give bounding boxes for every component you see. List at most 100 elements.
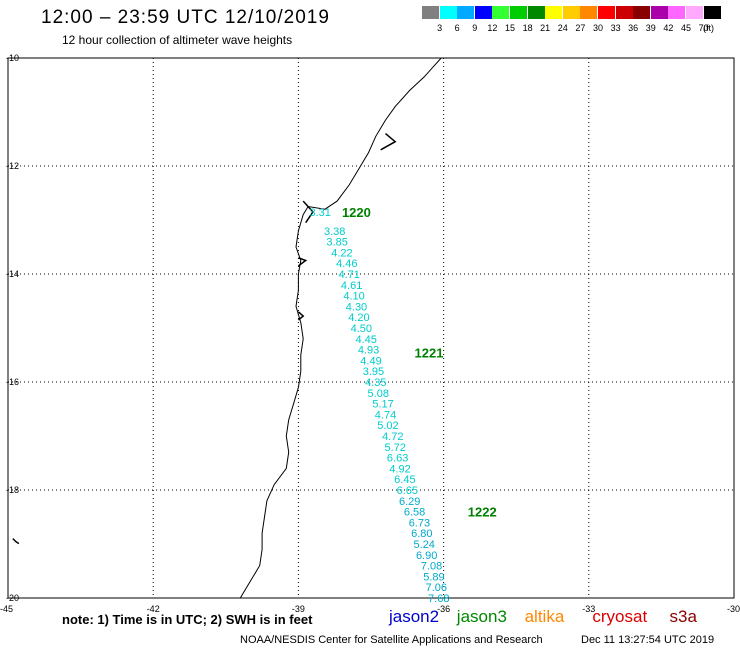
- swh-value: 3.31: [309, 207, 330, 219]
- lon-tick-label: -45: [0, 604, 13, 614]
- swh-value: 5.89: [423, 571, 444, 583]
- time-labels: 1220 1221 1222: [342, 205, 497, 520]
- time-label: 1221: [415, 345, 444, 360]
- swh-value: 5.17: [372, 399, 393, 411]
- lat-tick-label: -20: [6, 593, 19, 603]
- time-label: 1220: [342, 205, 371, 220]
- swh-value: 5.72: [384, 442, 405, 454]
- swh-value: 5.24: [414, 539, 435, 551]
- colorbar-swatch: [668, 6, 686, 19]
- colorbar-tick-label: 70: [698, 23, 709, 33]
- swh-value: 6.73: [409, 517, 430, 529]
- swh-value: 4.46: [336, 258, 357, 270]
- lon-tick-label: -33: [582, 604, 595, 614]
- colorbar-swatch: [615, 6, 633, 19]
- swh-value: 6.58: [404, 507, 425, 519]
- lat-tick-label: -10: [6, 53, 19, 63]
- legend-jason2: jason2: [389, 607, 440, 626]
- colorbar-swatch: [703, 6, 721, 19]
- colorbar-swatch: [598, 6, 615, 19]
- lat-tick-label: -16: [6, 377, 19, 387]
- colorbar-unit-label: (ft): [703, 23, 714, 33]
- coastline: [12, 57, 442, 599]
- swh-value: 4.30: [346, 301, 367, 313]
- colorbar-tick-label: 39: [645, 23, 656, 33]
- legend-cryosat: cryosat: [592, 607, 648, 626]
- map-frame: [7, 57, 735, 599]
- colorbar-tick-label: 33: [610, 23, 621, 33]
- swh-value: 4.35: [365, 377, 386, 389]
- colorbar-tick-label: 12: [487, 23, 498, 33]
- colorbar-tick-label: 9: [472, 23, 478, 33]
- time-label: 1222: [468, 505, 497, 520]
- coastline-path: [239, 57, 442, 599]
- colorbar-swatch: [422, 6, 439, 19]
- coastline-inlet: [297, 311, 305, 321]
- colorbar-tick-label: 27: [575, 23, 586, 33]
- swh-value: 6.80: [411, 528, 432, 540]
- colorbar-swatch: [457, 6, 475, 19]
- swh-value: 6.29: [399, 496, 420, 508]
- swh-value: 4.71: [339, 269, 360, 281]
- coastline-inlet: [380, 133, 397, 151]
- colorbar-swatch: [474, 6, 492, 19]
- swh-value: 4.50: [351, 323, 372, 335]
- swh-value: 3.95: [363, 366, 384, 378]
- colorbar-swatch: [562, 6, 580, 19]
- swh-value: 6.45: [394, 474, 415, 486]
- swh-value: 4.61: [341, 280, 362, 292]
- credit-text: NOAA/NESDIS Center for Satellite Applica…: [240, 634, 543, 646]
- colorbar-tick-label: 21: [540, 23, 551, 33]
- axis-tick-labels: -45 -42 -39 -36 -33 -30 -10 -12 -14 -16 -18 -20: [0, 53, 740, 614]
- colorbar-swatch: [650, 6, 668, 19]
- swh-value: 4.45: [355, 334, 376, 346]
- swh-value: 4.72: [382, 431, 403, 443]
- colorbar-swatch: [580, 6, 598, 19]
- colorbar-swatch: [545, 6, 563, 19]
- swh-value: 7.06: [426, 582, 447, 594]
- coastline-inlet: [302, 200, 314, 224]
- legend-s3a: s3a: [669, 607, 697, 626]
- lon-tick-label: -39: [292, 604, 305, 614]
- colorbar-tick-label: 15: [504, 23, 516, 33]
- colorbar-tick-label: 6: [454, 23, 460, 33]
- colorbar-tick-label: 18: [522, 23, 533, 33]
- lon-tick-label: -30: [727, 604, 740, 614]
- lat-tick-label: -14: [6, 269, 19, 279]
- swh-track: 3.31 3.383.854.224.464.714.614.104.304.20…: [309, 207, 449, 605]
- swh-value: 7.08: [421, 561, 442, 573]
- swh-value: 6.90: [416, 550, 437, 562]
- lat-tick-label: -12: [6, 161, 19, 171]
- map-grid: [8, 58, 734, 598]
- lon-tick-label: -42: [147, 604, 160, 614]
- lat-tick-label: -18: [6, 485, 19, 495]
- colorbar-tick-label: 42: [663, 23, 674, 33]
- colorbar-tick-label: 45: [680, 23, 692, 33]
- colorbar-swatch: [439, 6, 457, 19]
- colorbar-swatch: [527, 6, 545, 19]
- legend-altika: altika: [524, 607, 565, 626]
- swh-value: 4.22: [331, 247, 352, 259]
- colorbar-tick-label: 30: [592, 23, 604, 33]
- swh-value: 4.74: [375, 409, 396, 421]
- colorbar-swatch: [686, 6, 703, 19]
- swh-value: 6.65: [397, 485, 418, 497]
- page-title: 12:00 – 23:59 UTC 12/10/2019: [41, 7, 330, 28]
- swh-value: 5.08: [368, 388, 389, 400]
- colorbar-tick-label: 3: [437, 23, 443, 33]
- colorbar-swatch: [633, 6, 651, 19]
- colorbar-swatch: [492, 6, 510, 19]
- note-text: note: 1) Time is in UTC; 2) SWH is in fe…: [62, 612, 313, 627]
- swh-value: 4.49: [360, 355, 381, 367]
- page-subtitle: 12 hour collection of altimeter wave hei…: [62, 33, 293, 47]
- colorbar-swatch: [510, 6, 527, 19]
- timestamp-text: Dec 11 13:27:54 UTC 2019: [581, 634, 715, 646]
- swh-value: 4.93: [358, 345, 379, 357]
- swh-value: 7.68: [428, 593, 449, 605]
- swh-value: 4.92: [389, 463, 410, 475]
- island-mark: [12, 538, 20, 545]
- coastline-inlet: [297, 257, 308, 267]
- swh-value: 3.38: [324, 226, 345, 238]
- swh-value: 3.85: [326, 237, 347, 249]
